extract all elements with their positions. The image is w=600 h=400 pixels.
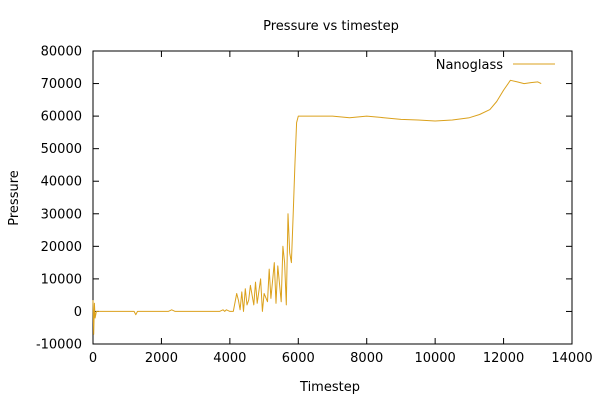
plot-frame (92, 50, 573, 345)
series-line-nanoglass (92, 79, 542, 335)
x-tick-label: 2000 (145, 351, 178, 366)
x-tick-label: 4000 (213, 351, 246, 366)
x-tick-label: 8000 (350, 351, 383, 366)
y-tick-label: 0 (74, 305, 82, 320)
series-group (92, 79, 542, 335)
x-axis-label: Timestep (299, 380, 360, 395)
x-tick-label: 0 (89, 351, 97, 366)
legend-label: Nanoglass (436, 58, 503, 73)
axis-ticks: 0 2000 4000 6000 8000 10000 12000 14000 -10000 0 1… (36, 45, 593, 367)
y-tick-label: 60000 (41, 110, 82, 125)
x-tick-label: 14000 (551, 351, 592, 366)
y-tick-label: 50000 (41, 142, 82, 157)
plot-area (92, 50, 573, 345)
y-tick-label: 80000 (41, 45, 82, 60)
y-tick-label: 10000 (41, 272, 82, 287)
y-tick-label: 40000 (41, 175, 82, 190)
x-tick-label: 6000 (282, 351, 315, 366)
x-tick-label: 12000 (483, 351, 524, 366)
y-tick-label: -10000 (36, 338, 82, 353)
legend: Nanoglass (436, 58, 555, 73)
chart-title: Pressure vs timestep (263, 19, 399, 34)
y-tick-label: 70000 (41, 77, 82, 92)
y-tick-label: 20000 (41, 240, 82, 255)
y-tick-label: 30000 (41, 207, 82, 222)
y-axis-label: Pressure (7, 170, 22, 226)
x-tick-label: 10000 (414, 351, 455, 366)
